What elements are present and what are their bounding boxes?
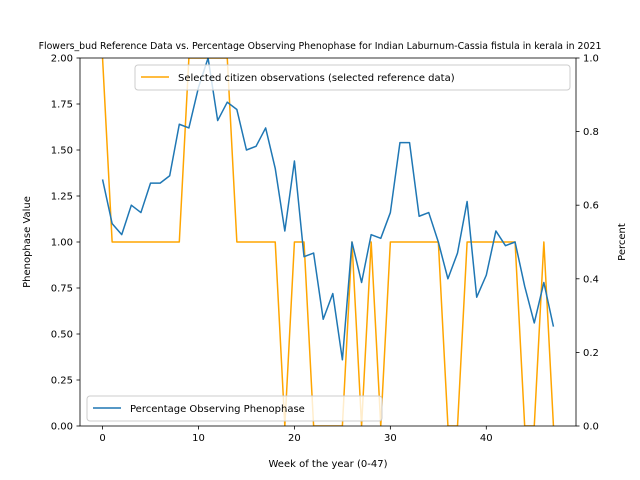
left-y-tick-label: 1.75 — [51, 100, 73, 111]
legend-upper-box — [134, 64, 571, 91]
left-y-tick-label: 0.75 — [51, 284, 73, 295]
right-y-tick-label: 0.8 — [583, 127, 599, 138]
left-y-tick-label: 0.50 — [51, 330, 73, 341]
right-y-tick-label: 0.4 — [583, 274, 599, 285]
series-layer — [101, 58, 555, 426]
x-tick-label: 20 — [288, 433, 301, 444]
legend-label-citizen-observations: Selected citizen observations (selected … — [178, 73, 455, 84]
left-y-tick-label: 1.50 — [51, 146, 73, 157]
left-y-tick-label: 1.25 — [51, 192, 73, 203]
legend-lower-box — [86, 395, 383, 422]
right-y-tick-label: 0.0 — [583, 422, 599, 433]
left-y-tick-label: 0.00 — [51, 422, 73, 433]
left-y-axis-label: Phenophase Value — [22, 196, 33, 288]
legend-lower: Percentage Observing Phenophase — [86, 395, 383, 422]
legend-upper: Selected citizen observations (selected … — [134, 64, 571, 91]
left-y-tick-label: 2.00 — [51, 54, 73, 65]
series-line-citizen-observations — [101, 58, 555, 426]
x-axis-ticks: 0 10 20 30 40 — [99, 426, 493, 444]
right-y-tick-label: 0.6 — [583, 201, 599, 212]
series-line-percentage-observing — [101, 58, 555, 361]
right-y-tick-label: 1.0 — [583, 54, 599, 65]
x-tick-label: 40 — [480, 433, 493, 444]
x-tick-label: 0 — [99, 433, 105, 444]
chart-title: Flowers_bud Reference Data vs. Percentag… — [39, 41, 602, 52]
right-y-axis-ticks: 0.0 0.2 0.4 0.6 0.8 1.0 — [576, 54, 599, 433]
x-tick-label: 30 — [384, 433, 397, 444]
right-y-axis-label: Percent — [617, 223, 628, 261]
right-y-tick-label: 0.2 — [583, 348, 599, 359]
left-y-tick-label: 1.00 — [51, 238, 73, 249]
legend-label-percentage-observing: Percentage Observing Phenophase — [130, 404, 305, 415]
x-tick-label: 10 — [192, 433, 205, 444]
left-y-axis-ticks: 0.00 0.25 0.50 0.75 1.00 1.25 1.50 1.75 2.00 — [51, 54, 80, 433]
left-y-tick-label: 0.25 — [51, 376, 73, 387]
x-axis-label: Week of the year (0-47) — [269, 459, 388, 470]
